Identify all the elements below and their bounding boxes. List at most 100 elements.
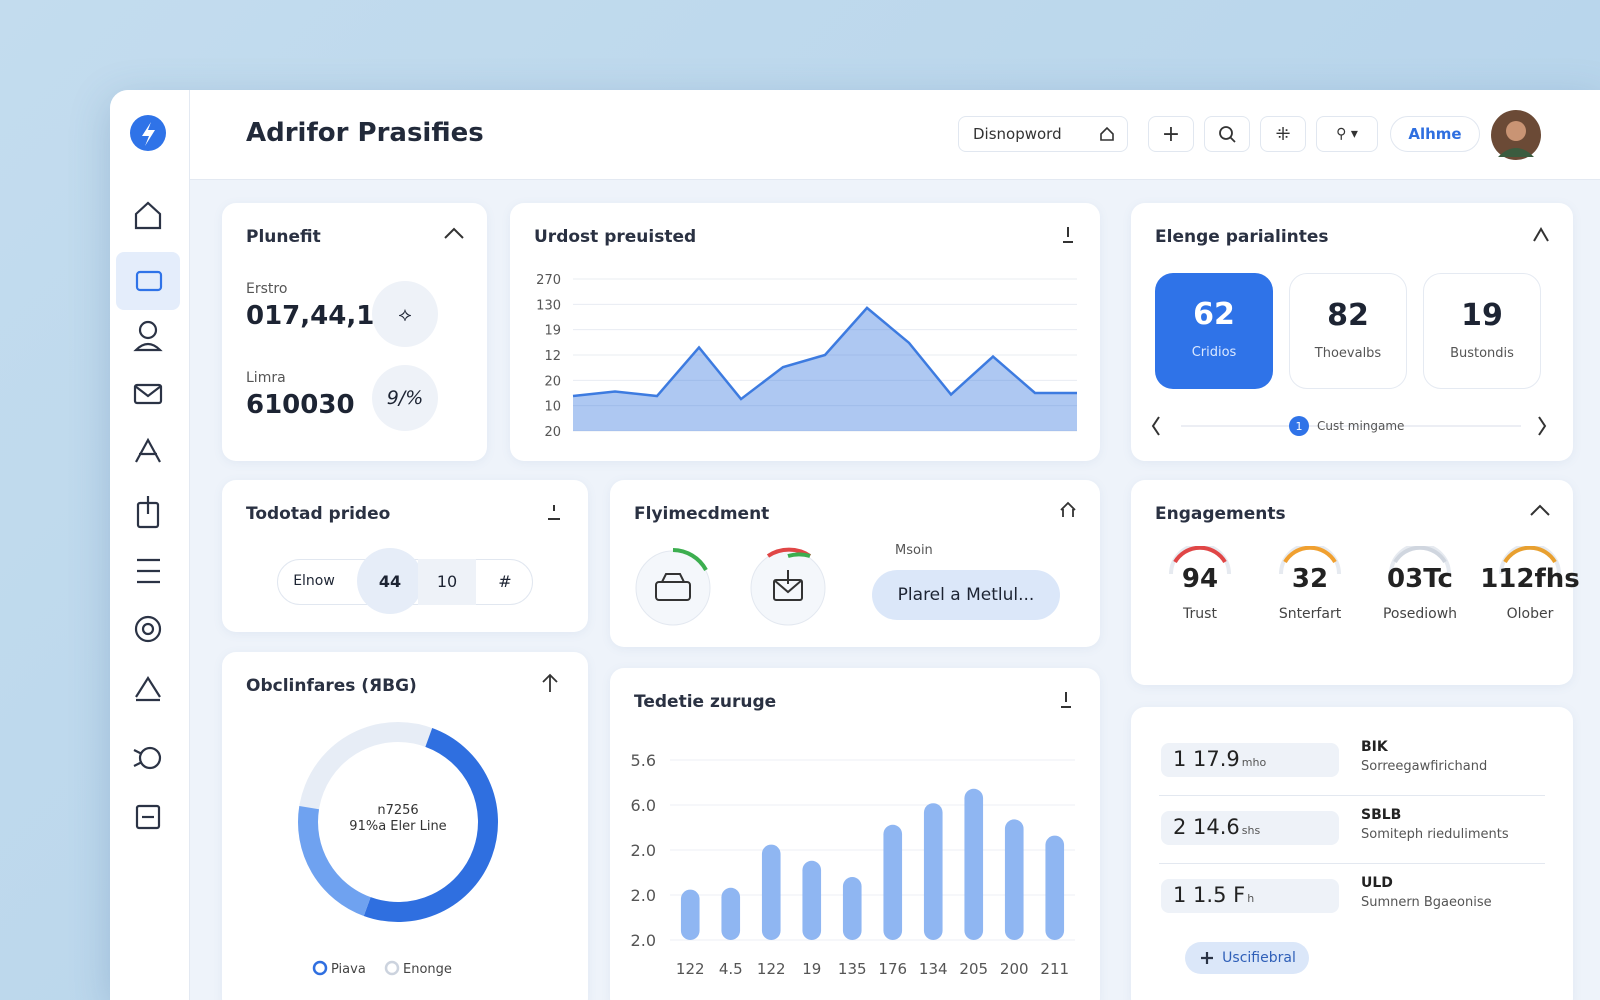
area-chart: 270 130 19 12 20 10 20 <box>536 273 1077 440</box>
y-label: 2.0 <box>631 886 656 905</box>
stat-tile[interactable]: 62 Cridios <box>1155 273 1273 389</box>
y-label: 10 <box>544 400 561 415</box>
segment[interactable]: 10 <box>436 572 458 591</box>
amount: 1 1.5 F <box>1173 883 1246 907</box>
x-label: 122 <box>757 960 786 978</box>
tile-value: 62 <box>1193 297 1235 332</box>
donut-center-text: 91%a Eler Line <box>349 819 446 834</box>
gauge-track <box>1279 546 1341 575</box>
settings-button[interactable]: ⁜ <box>1260 116 1306 152</box>
gauge-arc <box>1169 546 1231 575</box>
flyimec-card: Flyimecdment Msoin Plarel a Metlul... <box>610 480 1100 647</box>
y-label: 5.6 <box>631 751 656 770</box>
row-code: SBLB <box>1361 807 1402 823</box>
gauge-value: 112fhs <box>1480 564 1580 594</box>
stat-badge: ⟡ <box>372 281 438 347</box>
segment[interactable]: 44 <box>378 572 402 591</box>
bar <box>761 844 781 940</box>
row-desc: Sorreegawfirichand <box>1361 759 1488 774</box>
amount-unit: mho <box>1241 756 1267 769</box>
tiles-card: Elenge parialintes 62 Cridios 82 Thoevalbs 1… <box>1131 203 1573 461</box>
bar <box>802 860 822 940</box>
donut-center-text: n7256 <box>377 803 418 818</box>
collapse-icon[interactable] <box>1531 225 1551 243</box>
stat-label: Erstro <box>246 281 288 297</box>
stat-value: 017,44,17 <box>246 301 393 331</box>
button-text: Uscifiebral <box>1222 950 1296 966</box>
download-icon[interactable] <box>1058 225 1078 245</box>
bar-card: Tedetie zuruge 5.6 6.0 2.0 2.0 2.0 122 4.5 122 1… <box>610 668 1100 1000</box>
amount-box: 1 17.9 mho <box>1161 743 1339 777</box>
gauge-arc <box>1389 546 1451 575</box>
y-label: 20 <box>544 425 561 440</box>
bar-chart: 5.6 6.0 2.0 2.0 2.0 122 4.5 122 19 135 176 134 205 20… <box>631 751 1075 978</box>
donut-segment <box>363 728 498 922</box>
add-button[interactable]: Uscifiebral <box>1185 942 1309 974</box>
action-button[interactable]: Plarel a Metlul... <box>872 570 1060 620</box>
gauge-value: 03Tc <box>1387 564 1453 594</box>
row-divider <box>1159 863 1545 864</box>
caption: Msoin <box>895 543 933 558</box>
y-label: 270 <box>536 273 561 288</box>
app-window: Adrifor Prasifies Disnopword + ⁜ ⚲ ▾ Alh… <box>110 90 1600 1000</box>
add-button[interactable]: + <box>1148 116 1194 152</box>
area <box>573 307 1077 431</box>
search-button[interactable] <box>1204 116 1250 152</box>
avatar[interactable] <box>1490 109 1542 161</box>
gauge-track <box>1169 546 1231 575</box>
home-icon[interactable] <box>1058 500 1078 520</box>
bar <box>883 824 903 940</box>
segment[interactable]: # <box>498 572 512 591</box>
amount: 2 14.6 <box>1173 815 1240 839</box>
download-icon[interactable] <box>544 502 564 522</box>
collapse-icon[interactable] <box>1529 502 1551 518</box>
tile-value: 82 <box>1327 298 1369 333</box>
gauge-track <box>1499 546 1561 575</box>
segment-bg <box>418 559 476 605</box>
sidebar-icons <box>116 115 180 830</box>
y-label: 6.0 <box>631 796 656 815</box>
amount-box: 2 14.6 shs <box>1161 811 1339 845</box>
card-title: Tedetie zuruge <box>634 692 777 712</box>
legend-marker <box>384 960 400 976</box>
bar <box>842 877 862 940</box>
stat-tile[interactable]: 19 Bustondis <box>1423 273 1541 389</box>
gauge-fill <box>1393 546 1447 564</box>
tile-label: Bustondis <box>1450 346 1514 361</box>
segment[interactable]: Elnow <box>293 573 335 589</box>
y-label: 2.0 <box>631 841 656 860</box>
download-icon[interactable] <box>1056 690 1076 710</box>
search-text: Disnopword <box>973 125 1062 143</box>
y-label: 20 <box>544 374 561 389</box>
bar <box>923 803 943 940</box>
x-label: 122 <box>676 960 705 978</box>
gauge-label: Trust <box>1183 606 1217 622</box>
gauge-value: 32 <box>1291 564 1329 594</box>
x-label: 205 <box>959 960 988 978</box>
gauge-fill <box>1283 546 1337 564</box>
row-code: ULD <box>1361 875 1393 891</box>
bar <box>1045 835 1065 940</box>
amount-unit: shs <box>1241 824 1261 837</box>
gauge-label: Snterfart <box>1278 606 1342 622</box>
y-label: 19 <box>544 324 561 339</box>
gauge-arc <box>1499 546 1561 575</box>
row-desc: Somiteph rieduliments <box>1361 827 1509 842</box>
search-box[interactable]: Disnopword <box>958 116 1128 152</box>
sort-icon[interactable] <box>540 672 560 694</box>
x-label: 200 <box>1000 960 1029 978</box>
todotad-card: Todotad prideo Elnow 44 10 # <box>222 480 588 632</box>
legend-label: Enonge <box>403 962 452 977</box>
x-label: 134 <box>919 960 948 978</box>
donut-segment <box>298 806 371 916</box>
collapse-icon[interactable] <box>443 225 465 241</box>
tile-label: Cridios <box>1191 345 1237 360</box>
stat-tile[interactable]: 82 Thoevalbs <box>1289 273 1407 389</box>
tile-value: 19 <box>1461 298 1503 333</box>
user-name: Alhme <box>1408 125 1462 143</box>
user-button[interactable]: Alhme <box>1390 116 1480 152</box>
gauge-value: 94 <box>1181 564 1219 594</box>
page-label: Cust mingame <box>1317 419 1404 433</box>
filter-button[interactable]: ⚲ ▾ <box>1316 116 1378 152</box>
